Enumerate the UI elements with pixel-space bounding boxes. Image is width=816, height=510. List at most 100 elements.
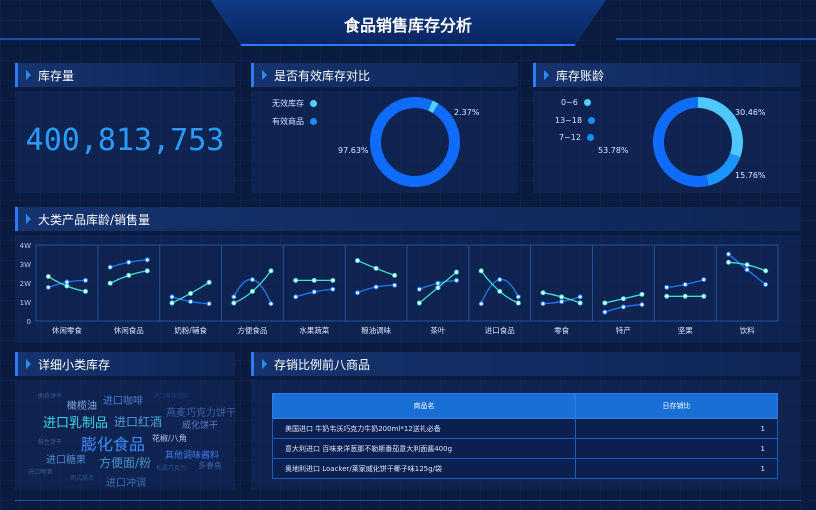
data-point[interactable] — [45, 284, 51, 290]
data-point[interactable] — [540, 301, 546, 307]
data-point[interactable] — [763, 268, 769, 274]
donut-slice[interactable] — [698, 97, 743, 158]
data-point[interactable] — [268, 268, 274, 274]
legend-item[interactable]: 7~12 — [559, 133, 594, 142]
table-row[interactable]: 美国进口 牛奶韦沃巧克力牛奶200ml*12送礼必备 1 — [272, 418, 778, 439]
data-point[interactable] — [620, 304, 626, 310]
legend-item[interactable]: 13~18 — [555, 116, 596, 125]
word-cloud-word[interactable]: 其他调味酱料 — [165, 451, 220, 461]
data-point[interactable] — [701, 277, 707, 283]
data-point[interactable] — [82, 288, 88, 294]
data-point[interactable] — [639, 291, 645, 297]
data-point[interactable] — [577, 294, 583, 300]
data-point[interactable] — [602, 300, 608, 306]
data-point[interactable] — [726, 259, 732, 265]
word-cloud-word[interactable]: 进口果味饮料 — [153, 393, 190, 400]
data-point[interactable] — [293, 277, 299, 283]
table-row[interactable]: 意大利进口 百味来洋葱那不勒斯番茄意大利面酱400g 1 — [272, 438, 778, 459]
data-point[interactable] — [478, 268, 484, 274]
data-point[interactable] — [231, 300, 237, 306]
word-cloud-word[interactable]: 膨化食品 — [81, 435, 146, 454]
word-cloud-word[interactable]: 进口啤酒 — [28, 469, 53, 476]
word-cloud-word[interactable]: 进口乳制品 — [43, 416, 109, 431]
word-cloud-word[interactable]: 进口咖啡 — [103, 396, 143, 407]
data-point[interactable] — [330, 277, 336, 283]
column-header[interactable]: 商品名 — [272, 393, 576, 419]
word-cloud-word[interactable]: 花椒/八角 — [152, 434, 187, 443]
data-point[interactable] — [64, 279, 70, 285]
word-cloud-word[interactable]: 进口红酒 — [114, 415, 163, 429]
column-header[interactable]: 日存销比 — [575, 393, 778, 419]
data-point[interactable] — [435, 285, 441, 291]
word-cloud-word[interactable]: 酥性饼干 — [38, 439, 63, 446]
word-cloud-word[interactable]: 多春鱼 — [198, 461, 222, 470]
data-point[interactable] — [416, 286, 422, 292]
data-point[interactable] — [392, 282, 398, 288]
data-point[interactable] — [515, 300, 521, 306]
donut-slice[interactable] — [370, 96, 460, 187]
data-point[interactable] — [188, 299, 194, 305]
data-point[interactable] — [744, 262, 750, 268]
word-cloud-word[interactable]: 橄榄油 — [67, 401, 97, 412]
data-point[interactable] — [107, 280, 113, 286]
word-cloud-word[interactable]: 燕麦巧克力饼干 — [166, 408, 236, 419]
data-point[interactable] — [82, 277, 88, 283]
data-point[interactable] — [330, 286, 336, 292]
data-point[interactable] — [188, 290, 194, 296]
data-point[interactable] — [169, 300, 175, 306]
data-point[interactable] — [682, 293, 688, 299]
word-cloud-word[interactable]: 松露巧克力 — [156, 465, 187, 472]
legend-item[interactable]: 有效商品 — [272, 116, 317, 127]
data-point[interactable] — [249, 288, 255, 294]
data-point[interactable] — [64, 283, 70, 289]
data-point[interactable] — [373, 284, 379, 290]
data-point[interactable] — [169, 294, 175, 300]
data-point[interactable] — [392, 272, 398, 278]
data-point[interactable] — [206, 301, 212, 307]
word-cloud-word[interactable]: 曲奇饼干 — [38, 393, 63, 400]
data-point[interactable] — [453, 277, 459, 283]
data-point[interactable] — [744, 267, 750, 273]
data-point[interactable] — [311, 289, 317, 295]
data-point[interactable] — [144, 268, 150, 274]
word-cloud-word[interactable]: 方便面/粉 — [99, 456, 152, 470]
data-point[interactable] — [664, 293, 670, 299]
data-point[interactable] — [497, 277, 503, 283]
data-point[interactable] — [416, 300, 422, 306]
data-point[interactable] — [497, 288, 503, 294]
data-point[interactable] — [763, 282, 769, 288]
data-point[interactable] — [293, 294, 299, 300]
data-point[interactable] — [311, 277, 317, 283]
word-cloud-word[interactable]: 西式糕点 — [70, 475, 95, 482]
data-point[interactable] — [639, 302, 645, 308]
word-cloud-word[interactable]: 威化饼干 — [182, 421, 219, 431]
legend-item[interactable]: 无效库存 — [272, 98, 317, 109]
data-point[interactable] — [453, 269, 459, 275]
data-point[interactable] — [268, 301, 274, 307]
data-point[interactable] — [701, 293, 707, 299]
data-point[interactable] — [144, 257, 150, 263]
data-point[interactable] — [373, 265, 379, 271]
data-point[interactable] — [355, 290, 361, 296]
table-row[interactable]: 奥地利进口 Loacker/莱家威化饼干椰子味125g/袋 1 — [272, 458, 778, 479]
data-point[interactable] — [577, 300, 583, 306]
data-point[interactable] — [126, 259, 132, 265]
word-cloud-word[interactable]: 进口糖果 — [46, 455, 86, 466]
donut-slice[interactable] — [428, 100, 439, 113]
data-point[interactable] — [107, 264, 113, 270]
data-point[interactable] — [249, 277, 255, 283]
data-point[interactable] — [664, 284, 670, 290]
data-point[interactable] — [515, 294, 521, 300]
data-point[interactable] — [231, 294, 237, 300]
data-point[interactable] — [559, 294, 565, 300]
data-point[interactable] — [602, 309, 608, 315]
donut-slice[interactable] — [705, 153, 741, 186]
data-point[interactable] — [206, 279, 212, 285]
data-point[interactable] — [726, 251, 732, 257]
data-point[interactable] — [355, 258, 361, 264]
legend-item[interactable]: 0~6 — [561, 98, 591, 107]
data-point[interactable] — [682, 282, 688, 288]
data-point[interactable] — [435, 280, 441, 286]
donut-slice[interactable] — [653, 97, 709, 187]
word-cloud-word[interactable]: 进口冲调 — [106, 478, 146, 489]
